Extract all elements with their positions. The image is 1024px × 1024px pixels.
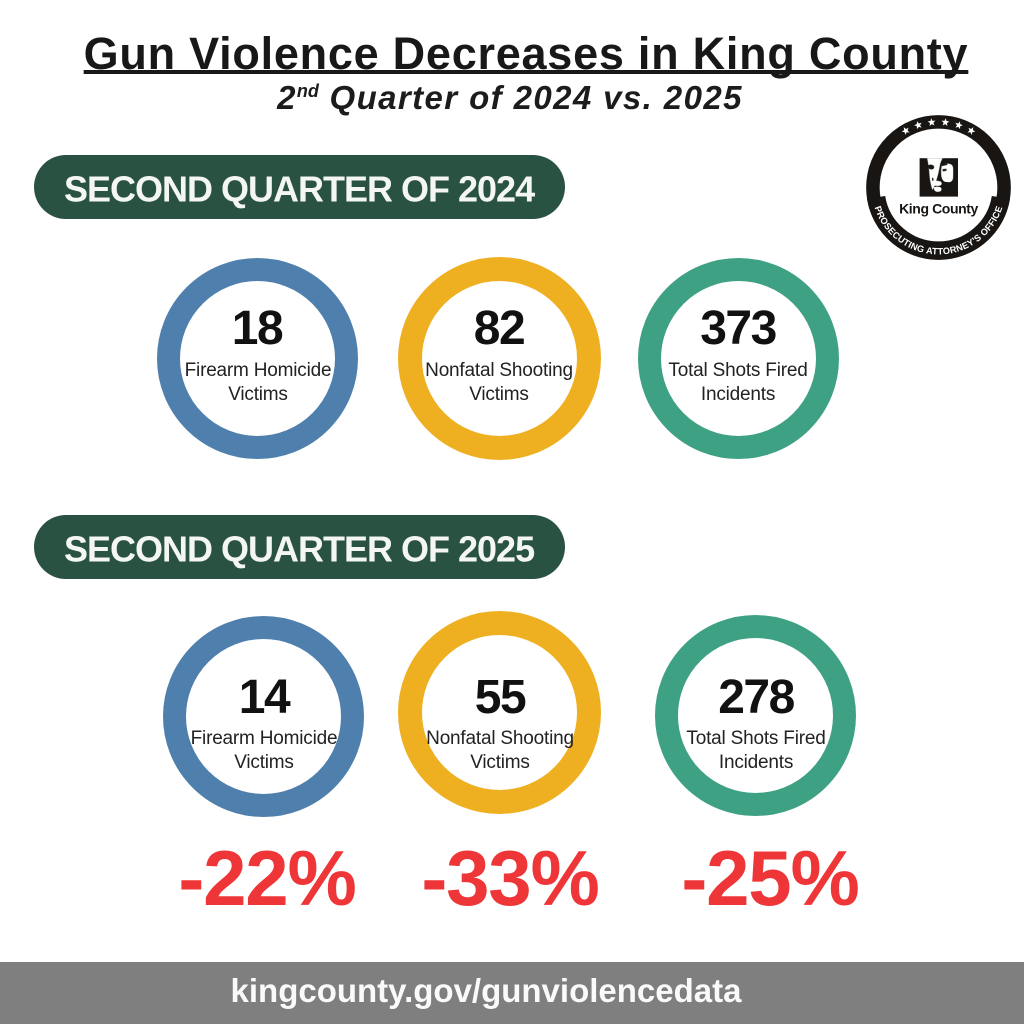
svg-text:King County: King County xyxy=(899,201,978,217)
